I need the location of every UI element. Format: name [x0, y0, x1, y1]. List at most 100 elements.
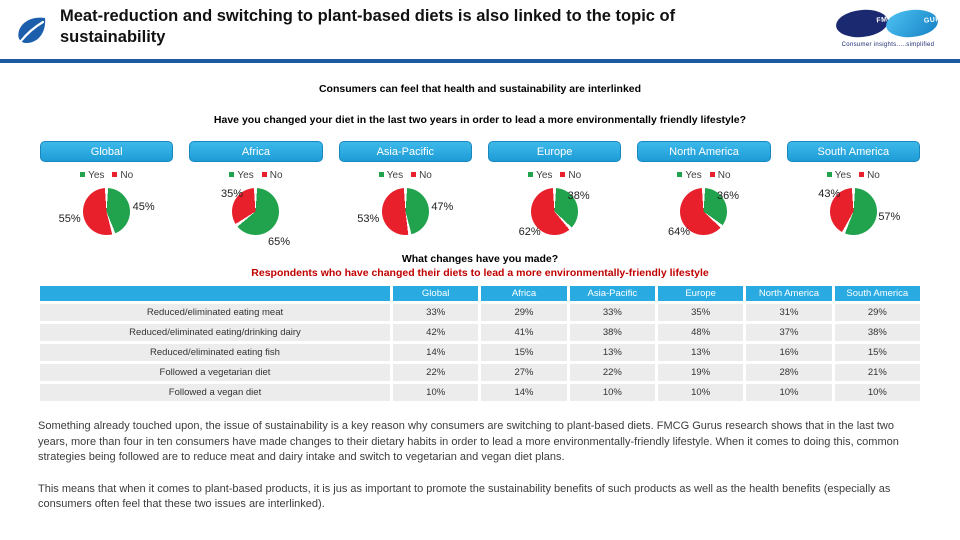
- legend-no-swatch: [560, 172, 566, 178]
- pie-chart-europe: [531, 188, 579, 235]
- pie-legend: Yes No: [637, 170, 770, 181]
- pie-yes-value: 45%: [132, 201, 155, 213]
- company-logo: FMCG GURUS Consumer insights.....simplif…: [832, 5, 952, 48]
- legend-no-swatch: [709, 172, 715, 178]
- table-row: Reduced/eliminated eating meat 33% 29% 33% 3…: [40, 304, 920, 321]
- table-cell: 31%: [746, 304, 832, 321]
- region-column-north-america: North America Yes No 36% 64%: [637, 141, 771, 246]
- table-row: Reduced/eliminated eating fish 14% 15% 13% 1…: [40, 344, 920, 361]
- table-cell: 22%: [393, 364, 479, 381]
- legend-no-swatch: [859, 172, 865, 178]
- legend-yes-swatch: [229, 172, 235, 178]
- changes-table: Global Africa Asia-Pacific Europe North Amer…: [37, 283, 923, 404]
- pie-no-value: 64%: [667, 226, 690, 238]
- table-cell: 16%: [746, 344, 832, 361]
- table-cell: 10%: [393, 384, 479, 401]
- table-cell: 41%: [481, 324, 567, 341]
- table-cell: 10%: [657, 384, 744, 401]
- logo-text-right: GURUS: [923, 14, 952, 25]
- legend-no-swatch: [411, 172, 417, 178]
- pie-chart-global: [83, 188, 131, 235]
- table-row-label: Reduced/eliminated eating meat: [40, 304, 390, 321]
- region-header-africa[interactable]: Africa: [189, 141, 323, 162]
- legend-no-swatch: [112, 172, 118, 178]
- region-header-south-america[interactable]: South America: [786, 141, 920, 162]
- survey-question: Have you changed your diet in the last t…: [213, 114, 747, 126]
- region-header-asia-pacific[interactable]: Asia-Pacific: [338, 141, 472, 162]
- region-column-europe: Europe Yes No 38% 62%: [487, 141, 622, 246]
- pie-yes-value: 38%: [567, 190, 590, 202]
- table-cell: 10%: [746, 384, 832, 401]
- pie-chart-south-america: [829, 188, 877, 235]
- pie-no-value: 53%: [357, 213, 380, 225]
- legend-yes-label: Yes: [237, 170, 254, 181]
- table-cell: 33%: [569, 304, 655, 321]
- changes-subtitle: Respondents who have changed their diets…: [251, 267, 709, 279]
- region-header-europe[interactable]: Europe: [487, 141, 622, 162]
- region-column-global: Global Yes No 45% 55%: [40, 141, 174, 246]
- table-column-header: Africa: [481, 286, 567, 301]
- legend-no-label: No: [717, 170, 731, 181]
- table-cell: 29%: [481, 304, 567, 321]
- table-cell: 48%: [657, 324, 744, 341]
- legend-yes-swatch: [80, 172, 86, 178]
- table-cell: 14%: [393, 344, 479, 361]
- table-row-label: Reduced/eliminated eating fish: [40, 344, 390, 361]
- pie-legend: Yes No: [488, 170, 621, 181]
- legend-yes-label: Yes: [685, 170, 702, 181]
- table-row: Reduced/eliminated eating/drinking dairy…: [40, 324, 920, 341]
- table-cell: 37%: [746, 324, 832, 341]
- page-title: Meat-reduction and switching to plant-ba…: [60, 7, 676, 46]
- table-cell: 35%: [657, 304, 744, 321]
- region-header-north-america[interactable]: North America: [637, 141, 771, 162]
- pie-legend: Yes No: [189, 170, 322, 181]
- legend-no-label: No: [419, 170, 432, 181]
- statement-text: Consumers can feel that health and susta…: [318, 83, 642, 95]
- legend-yes-label: Yes: [88, 170, 105, 181]
- pie-chart-asia-pacific: [381, 188, 429, 235]
- legend-yes-swatch: [528, 172, 534, 178]
- pie-chart-africa: [232, 188, 280, 235]
- table-cell: 15%: [834, 344, 920, 361]
- pie-no-value: 62%: [518, 226, 541, 238]
- legend-yes-label: Yes: [834, 170, 852, 181]
- table-row-label: Followed a vegetarian diet: [40, 364, 390, 381]
- legend-yes-label: Yes: [386, 170, 404, 181]
- body-paragraph-1: Something already touched upon, the issu…: [38, 420, 899, 463]
- legend-no-swatch: [261, 172, 267, 178]
- table-cell: 19%: [657, 364, 744, 381]
- table-row: Followed a vegetarian diet 22% 27% 22% 19% 28…: [40, 364, 920, 381]
- slide-header: Meat-reduction and switching to plant-ba…: [0, 0, 960, 63]
- pie-no-value: 43%: [818, 188, 841, 200]
- table-cell: 28%: [746, 364, 832, 381]
- table-cell: 42%: [393, 324, 479, 341]
- table-cell: 13%: [657, 344, 744, 361]
- infinity-logo-icon: FMCG GURUS: [832, 5, 952, 41]
- legend-no-label: No: [269, 170, 283, 181]
- legend-no-label: No: [120, 170, 134, 181]
- leaf-icon: [18, 17, 46, 43]
- legend-yes-label: Yes: [536, 170, 553, 181]
- table-column-header: Global: [393, 286, 479, 301]
- table-column-header: South America: [834, 286, 920, 301]
- region-column-asia-pacific: Asia-Pacific Yes No 47% 53%: [338, 141, 472, 246]
- pie-no-value: 35%: [220, 188, 243, 200]
- pie-yes-value: 57%: [878, 211, 901, 223]
- region-pie-grid: Global Yes No 45% 55% Africa Yes No 65% 35% Asia-P…: [40, 141, 920, 248]
- region-header-global[interactable]: Global: [40, 141, 174, 162]
- table-cell: 38%: [834, 324, 920, 341]
- table-cell: 33%: [393, 304, 479, 321]
- changes-title: What changes have you made?: [401, 253, 559, 265]
- pie-legend: Yes No: [787, 170, 920, 181]
- table-column-header: [40, 286, 390, 301]
- table-cell: 10%: [834, 384, 920, 401]
- pie-yes-value: 47%: [431, 201, 454, 213]
- pie-yes-value: 65%: [267, 236, 291, 248]
- table-cell: 27%: [481, 364, 567, 381]
- body-paragraph-2: This means that when it comes to plant-b…: [38, 482, 891, 511]
- pie-legend: Yes No: [339, 170, 472, 181]
- legend-no-label: No: [867, 170, 880, 181]
- table-cell: 10%: [569, 384, 655, 401]
- pie-chart-north-america: [680, 188, 728, 235]
